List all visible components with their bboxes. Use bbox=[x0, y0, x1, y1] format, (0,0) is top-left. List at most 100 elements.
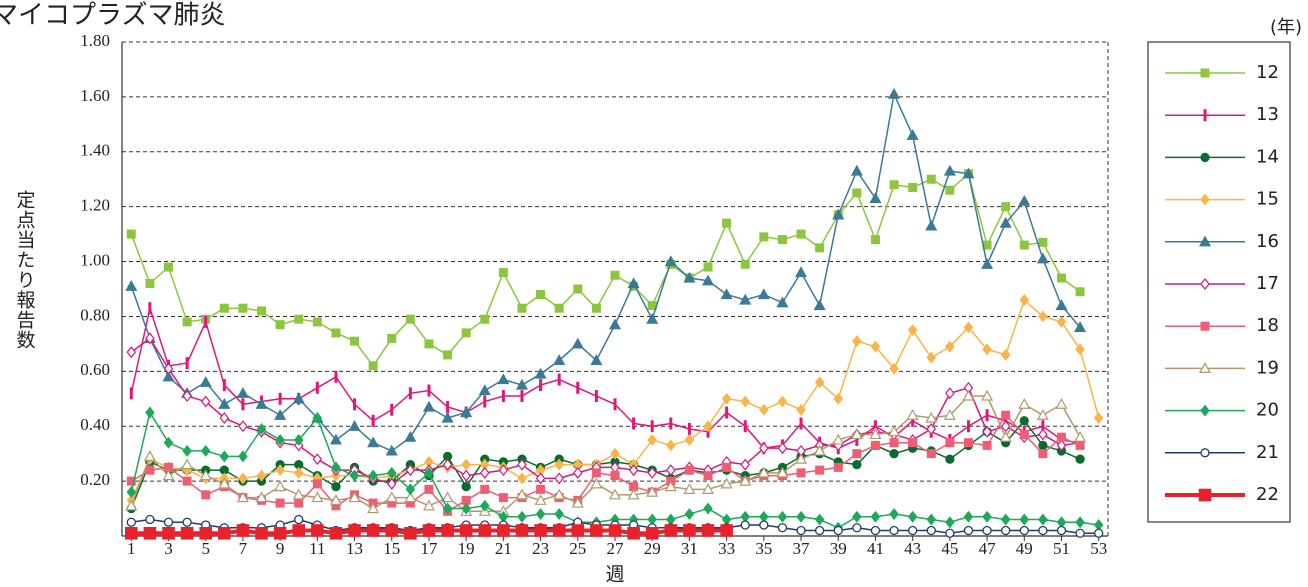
marker bbox=[703, 420, 713, 433]
marker bbox=[164, 462, 174, 472]
legend-label: 22 bbox=[1256, 484, 1279, 505]
marker bbox=[777, 395, 788, 408]
x-tick-label: 39 bbox=[830, 539, 847, 558]
marker bbox=[1019, 240, 1029, 250]
marker bbox=[441, 411, 454, 423]
marker bbox=[385, 491, 398, 503]
y-tick-label: 1.80 bbox=[80, 31, 110, 50]
legend-label: 15 bbox=[1256, 189, 1279, 210]
marker bbox=[777, 235, 787, 245]
marker bbox=[908, 525, 918, 536]
marker bbox=[759, 403, 769, 416]
marker bbox=[331, 501, 341, 511]
marker bbox=[539, 379, 543, 392]
marker bbox=[387, 498, 397, 508]
marker bbox=[367, 436, 380, 448]
marker bbox=[163, 517, 174, 527]
marker bbox=[497, 373, 510, 385]
marker bbox=[645, 526, 659, 540]
marker bbox=[199, 376, 212, 387]
marker bbox=[740, 395, 750, 408]
marker bbox=[981, 258, 994, 269]
marker bbox=[461, 481, 471, 492]
marker bbox=[703, 502, 713, 515]
marker bbox=[517, 303, 527, 313]
marker bbox=[926, 449, 936, 459]
marker bbox=[796, 510, 806, 523]
marker bbox=[833, 525, 843, 536]
marker bbox=[590, 354, 603, 365]
x-tick-label: 17 bbox=[420, 539, 438, 558]
marker bbox=[945, 340, 955, 353]
legend-label: 16 bbox=[1256, 231, 1279, 252]
marker bbox=[241, 398, 245, 411]
marker bbox=[982, 510, 992, 523]
marker bbox=[292, 392, 305, 404]
marker bbox=[1056, 516, 1067, 529]
marker bbox=[926, 525, 936, 536]
marker bbox=[1019, 525, 1029, 536]
marker bbox=[292, 524, 306, 537]
marker bbox=[687, 422, 691, 435]
marker bbox=[1036, 252, 1049, 264]
marker bbox=[517, 472, 527, 485]
marker bbox=[666, 464, 676, 477]
marker bbox=[275, 464, 285, 477]
marker bbox=[628, 464, 639, 477]
marker bbox=[664, 480, 677, 492]
marker bbox=[218, 526, 231, 540]
marker bbox=[721, 392, 732, 405]
marker bbox=[999, 216, 1012, 228]
marker bbox=[945, 387, 955, 400]
marker bbox=[219, 412, 230, 424]
legend-title: (年) bbox=[1270, 17, 1302, 38]
marker bbox=[483, 395, 487, 408]
marker bbox=[329, 494, 342, 505]
marker bbox=[722, 218, 732, 228]
marker bbox=[441, 491, 454, 503]
marker bbox=[613, 398, 617, 411]
marker bbox=[610, 270, 620, 280]
legend-marker bbox=[1203, 109, 1207, 122]
marker bbox=[294, 314, 304, 324]
marker bbox=[1036, 409, 1049, 420]
marker bbox=[238, 450, 248, 463]
marker bbox=[740, 510, 750, 523]
marker bbox=[1000, 513, 1011, 526]
marker bbox=[552, 524, 566, 537]
marker bbox=[684, 465, 694, 475]
marker bbox=[1075, 516, 1085, 529]
marker bbox=[647, 466, 657, 479]
marker bbox=[832, 433, 845, 445]
marker bbox=[459, 524, 473, 537]
marker bbox=[405, 464, 416, 477]
x-tick-label: 31 bbox=[681, 539, 698, 558]
legend-marker bbox=[1198, 235, 1212, 247]
marker bbox=[553, 354, 566, 365]
marker bbox=[650, 420, 654, 433]
marker bbox=[1038, 237, 1048, 247]
marker bbox=[796, 229, 806, 239]
marker bbox=[966, 420, 970, 433]
marker bbox=[610, 471, 620, 481]
marker bbox=[348, 524, 361, 537]
marker bbox=[293, 433, 304, 446]
marker bbox=[1056, 432, 1066, 442]
marker bbox=[627, 488, 640, 500]
marker bbox=[870, 510, 881, 523]
marker bbox=[571, 524, 585, 537]
marker bbox=[348, 491, 361, 503]
marker bbox=[311, 524, 324, 537]
marker bbox=[255, 526, 268, 540]
marker bbox=[515, 524, 529, 537]
marker bbox=[404, 491, 417, 503]
marker bbox=[759, 232, 769, 242]
marker bbox=[907, 324, 918, 337]
marker bbox=[182, 444, 192, 457]
x-tick-label: 27 bbox=[607, 539, 625, 558]
marker bbox=[218, 477, 231, 489]
marker bbox=[274, 409, 287, 420]
marker bbox=[962, 167, 975, 179]
marker bbox=[852, 335, 862, 348]
marker bbox=[759, 510, 769, 523]
